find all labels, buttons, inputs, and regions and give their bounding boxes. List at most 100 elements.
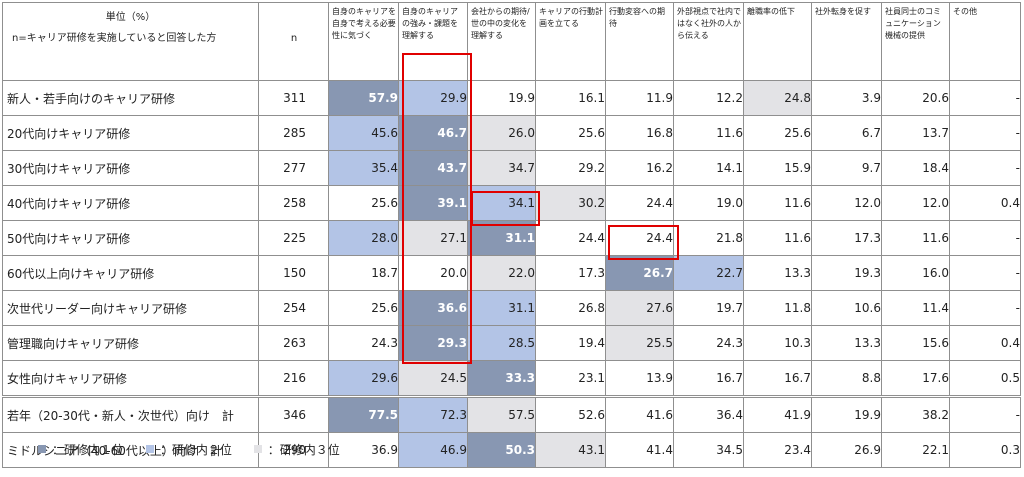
- table-row: 60代以上向けキャリア研修 150 18.7 20.0 22.0 17.3 26.7 22.7…: [2, 255, 1021, 291]
- value-cell: 0.4: [949, 185, 1021, 221]
- value-cell: 24.4: [535, 220, 606, 256]
- value-cell: 41.4: [605, 432, 674, 468]
- value-cell: 19.9: [467, 80, 536, 116]
- value-cell: 26.0: [467, 115, 536, 151]
- row-n: 285: [258, 115, 329, 151]
- value-cell: 8.8: [811, 360, 882, 397]
- value-cell: 24.4: [605, 220, 674, 256]
- legend: ：研修内１位 ：研修内２位 ：研修内３位: [38, 441, 358, 458]
- row-label: 次世代リーダー向けキャリア研修: [2, 290, 259, 326]
- value-cell: 26.7: [605, 255, 674, 291]
- value-cell: 34.1: [467, 185, 536, 221]
- value-cell: 17.6: [881, 360, 950, 397]
- value-cell: 24.3: [673, 325, 744, 361]
- value-cell: 43.7: [398, 150, 468, 186]
- value-cell: -: [949, 290, 1021, 326]
- value-cell: 0.5: [949, 360, 1021, 397]
- row-label: 若年（20-30代・新人・次世代）向け 計: [2, 395, 259, 433]
- table-body: 新人・若手向けのキャリア研修 311 57.9 29.9 19.9 16.1 11.9 12.…: [2, 80, 1021, 468]
- row-n: 254: [258, 290, 329, 326]
- legend-swatch-rank2: [145, 445, 154, 453]
- value-cell: 31.1: [467, 290, 536, 326]
- row-label: 40代向けキャリア研修: [2, 185, 259, 221]
- row-n: 346: [258, 395, 329, 433]
- value-cell: 21.8: [673, 220, 744, 256]
- value-cell: 6.7: [811, 115, 882, 151]
- value-cell: 11.9: [605, 80, 674, 116]
- value-cell: 25.6: [328, 290, 399, 326]
- row-n: 216: [258, 360, 329, 397]
- value-cell: 12.0: [811, 185, 882, 221]
- value-cell: 57.5: [467, 395, 536, 433]
- value-cell: 31.1: [467, 220, 536, 256]
- n-header: n: [258, 2, 329, 81]
- legend-label-rank1: ：研修内１位: [52, 443, 125, 457]
- value-cell: 16.7: [743, 360, 812, 397]
- value-cell: 41.6: [605, 395, 674, 433]
- legend-swatch-rank1: [38, 445, 46, 453]
- value-cell: 29.3: [398, 325, 468, 361]
- value-cell: 13.3: [811, 325, 882, 361]
- value-cell: 26.8: [535, 290, 606, 326]
- column-header: その他: [949, 2, 1021, 81]
- value-cell: 11.6: [743, 185, 812, 221]
- unit-label: 単位（%）: [105, 12, 156, 23]
- table-row: 30代向けキャリア研修 277 35.4 43.7 34.7 29.2 16.2 14.1 15…: [2, 150, 1021, 186]
- value-cell: 20.0: [398, 255, 468, 291]
- value-cell: 41.9: [743, 395, 812, 433]
- value-cell: 23.1: [535, 360, 606, 397]
- row-n: 150: [258, 255, 329, 291]
- value-cell: 24.4: [605, 185, 674, 221]
- value-cell: 26.9: [811, 432, 882, 468]
- row-label: 20代向けキャリア研修: [2, 115, 259, 151]
- value-cell: 14.1: [673, 150, 744, 186]
- value-cell: 16.8: [605, 115, 674, 151]
- value-cell: 12.0: [881, 185, 950, 221]
- column-header: 社外転身を促す: [811, 2, 882, 81]
- value-cell: 25.6: [535, 115, 606, 151]
- legend-item-rank3: ：研修内３位: [253, 441, 340, 458]
- value-cell: 24.3: [328, 325, 399, 361]
- value-cell: 22.0: [467, 255, 536, 291]
- value-cell: 24.8: [743, 80, 812, 116]
- column-header: 外部視点で社内ではなく社外の人から伝える: [673, 2, 744, 81]
- value-cell: 50.3: [467, 432, 536, 468]
- legend-item-rank1: ：研修内１位: [38, 441, 124, 458]
- row-label: 60代以上向けキャリア研修: [2, 255, 259, 291]
- value-cell: 77.5: [328, 395, 399, 433]
- value-cell: 22.1: [881, 432, 950, 468]
- column-header: キャリアの行動計画を立てる: [535, 2, 606, 81]
- value-cell: 24.5: [398, 360, 468, 397]
- row-label: 30代向けキャリア研修: [2, 150, 259, 186]
- value-cell: 16.0: [881, 255, 950, 291]
- row-n: 311: [258, 80, 329, 116]
- value-cell: 15.6: [881, 325, 950, 361]
- value-cell: 30.2: [535, 185, 606, 221]
- value-cell: 43.1: [535, 432, 606, 468]
- value-cell: -: [949, 80, 1021, 116]
- column-header: 離職率の低下: [743, 2, 812, 81]
- value-cell: 16.7: [673, 360, 744, 397]
- table-row: 20代向けキャリア研修 285 45.6 46.7 26.0 25.6 16.8 11.6 25…: [2, 115, 1021, 151]
- value-cell: 0.4: [949, 325, 1021, 361]
- value-cell: 19.0: [673, 185, 744, 221]
- value-cell: 12.2: [673, 80, 744, 116]
- value-cell: 36.4: [673, 395, 744, 433]
- value-cell: -: [949, 395, 1021, 433]
- value-cell: 11.6: [743, 220, 812, 256]
- value-cell: 33.3: [467, 360, 536, 397]
- value-cell: -: [949, 220, 1021, 256]
- table-row: ミドルシニア（40-60代以上）向け 計 290 36.9 46.9 50.3 43.1 4…: [2, 432, 1021, 468]
- value-cell: 10.3: [743, 325, 812, 361]
- value-cell: 17.3: [811, 220, 882, 256]
- value-cell: 19.4: [535, 325, 606, 361]
- column-header: 会社からの期待/世の中の変化を理解する: [467, 2, 536, 81]
- value-cell: 34.7: [467, 150, 536, 186]
- value-cell: 13.9: [605, 360, 674, 397]
- value-cell: 39.1: [398, 185, 468, 221]
- legend-label-rank3: ：研修内３位: [267, 443, 340, 457]
- value-cell: 16.2: [605, 150, 674, 186]
- row-label: 女性向けキャリア研修: [2, 360, 259, 397]
- row-n: 225: [258, 220, 329, 256]
- row-n: 277: [258, 150, 329, 186]
